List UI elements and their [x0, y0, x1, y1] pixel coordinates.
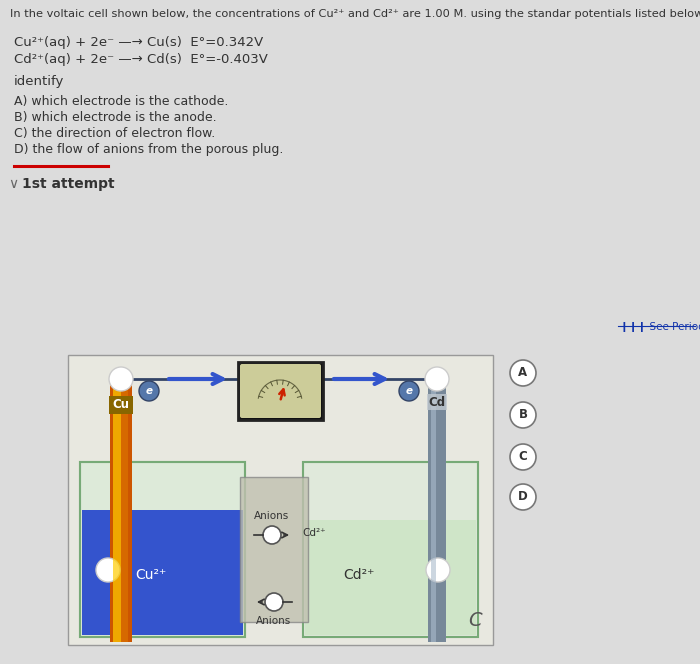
FancyBboxPatch shape [121, 377, 128, 642]
Circle shape [510, 444, 536, 470]
Text: Cu²⁺(aq) + 2e⁻ —→ Cu(s)  E°=0.342V: Cu²⁺(aq) + 2e⁻ —→ Cu(s) E°=0.342V [14, 36, 263, 49]
FancyBboxPatch shape [431, 377, 436, 642]
Text: Cu²⁺: Cu²⁺ [135, 568, 167, 582]
FancyBboxPatch shape [68, 355, 493, 645]
Text: D: D [518, 491, 528, 503]
Text: A) which electrode is the cathode.: A) which electrode is the cathode. [14, 95, 228, 108]
Text: D) the flow of anions from the porous plug.: D) the flow of anions from the porous pl… [14, 143, 284, 156]
Text: Cd²⁺: Cd²⁺ [302, 528, 326, 538]
FancyBboxPatch shape [428, 377, 446, 642]
Circle shape [139, 381, 159, 401]
Circle shape [96, 558, 120, 582]
Circle shape [109, 367, 133, 391]
Text: C: C [519, 450, 527, 463]
FancyBboxPatch shape [109, 396, 133, 414]
Text: A: A [519, 367, 528, 380]
Circle shape [399, 381, 419, 401]
Text: B) which electrode is the anode.: B) which electrode is the anode. [14, 111, 216, 124]
FancyBboxPatch shape [303, 462, 478, 637]
Text: ∨: ∨ [8, 177, 18, 191]
Circle shape [425, 367, 449, 391]
Circle shape [510, 360, 536, 386]
Text: B: B [519, 408, 528, 422]
FancyBboxPatch shape [240, 477, 308, 622]
Circle shape [263, 526, 281, 544]
Text: C) the direction of electron flow.: C) the direction of electron flow. [14, 127, 216, 140]
FancyBboxPatch shape [110, 377, 132, 642]
Text: Cu: Cu [113, 398, 130, 412]
FancyBboxPatch shape [240, 364, 321, 418]
Text: 1st attempt: 1st attempt [22, 177, 115, 191]
Text: Anions: Anions [254, 511, 290, 521]
Text: Cd²⁺: Cd²⁺ [343, 568, 374, 582]
Text: Cd: Cd [428, 396, 446, 408]
Circle shape [510, 402, 536, 428]
Text: In the voltaic cell shown below, the concentrations of Cu²⁺ and Cd²⁺ are 1.00 M.: In the voltaic cell shown below, the con… [10, 9, 700, 19]
FancyBboxPatch shape [82, 510, 243, 635]
FancyBboxPatch shape [113, 377, 121, 642]
Text: e: e [405, 386, 412, 396]
Text: Anions: Anions [256, 616, 292, 626]
Text: e: e [146, 386, 153, 396]
Circle shape [510, 484, 536, 510]
Circle shape [426, 558, 450, 582]
Text: Cd²⁺(aq) + 2e⁻ —→ Cd(s)  E°=-0.403V: Cd²⁺(aq) + 2e⁻ —→ Cd(s) E°=-0.403V [14, 53, 268, 66]
FancyBboxPatch shape [305, 520, 476, 635]
Circle shape [265, 593, 283, 611]
FancyBboxPatch shape [238, 362, 323, 420]
Text: ❙❙❙ See Periodic Table: ❙❙❙ See Periodic Table [620, 322, 700, 332]
Text: C: C [468, 611, 482, 630]
Text: identify: identify [14, 75, 64, 88]
FancyBboxPatch shape [80, 462, 245, 637]
